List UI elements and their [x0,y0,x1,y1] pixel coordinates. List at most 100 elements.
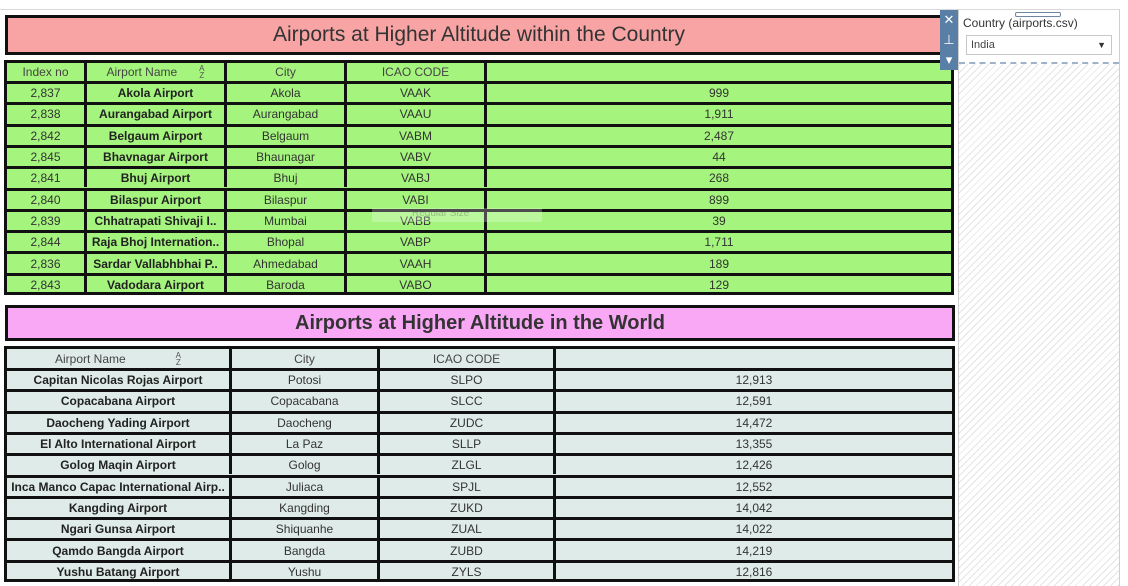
table-row[interactable]: Daocheng Yading Airport Daocheng ZUDC 14,47… [7,410,952,432]
table-cell: Daocheng Yading Airport [7,413,232,432]
table-row[interactable]: 2,842 Belgaum Airport Belgaum VABM 2,487 [7,123,951,145]
table-cell: 12,591 [735,394,773,409]
pin-icon[interactable]: ⊥ [943,32,955,47]
table-cell: Copacabana [232,392,380,411]
table-cell: SLCC [380,392,556,411]
table-cell: Yushu [232,562,380,581]
table-cell: Inca Manco Capac International Airp.. [7,477,232,496]
table-cell: 2,836 [7,254,87,273]
table-row[interactable]: Inca Manco Capac International Airp.. Jul… [7,474,952,496]
drag-handle[interactable] [1015,12,1061,17]
table-cell: Bangda [232,541,380,560]
col-city[interactable]: City [232,349,380,368]
close-icon[interactable]: ✕ [943,12,955,27]
col-icao-code[interactable]: ICAO CODE [380,349,556,368]
filter-panel: Country (airports.csv) India ▼ [958,10,1120,586]
chevron-down-icon[interactable]: ▼ [1097,40,1106,50]
table-row[interactable]: Kangding Airport Kangding ZUKD 14,042 [7,495,952,518]
table-row[interactable]: 2,839 Chhatrapati Shivaji I.. Mumbai VABB 39 [7,208,951,231]
table-cell: Bhopal [227,233,347,252]
table-row[interactable]: 2,837 Akola Airport Akola VAAK 999 [7,81,951,103]
table-row[interactable]: Golog Maqin Airport Golog ZLGL 12,426 [7,453,952,475]
chevron-down-icon[interactable]: ▾ [945,52,953,67]
table-row[interactable]: 2,836 Sardar Vallabhbhai P.. Ahmedabad VAAH… [7,251,951,273]
table-cell: 14,022 [735,522,773,537]
table-cell: 44 [712,150,726,165]
table-row[interactable]: 2,844 Raja Bhoj Internation.. Bhopal VABP 1,… [7,230,951,252]
table-row[interactable]: 2,841 Bhuj Airport Bhuj VABJ 268 [7,166,951,188]
table-cell: 189 [708,256,730,271]
table-row[interactable]: Copacabana Airport Copacabana SLCC 12,591 [7,389,952,411]
table-cell: ZUKD [380,498,556,518]
table-cell: 39 [712,213,726,228]
table-cell: Yushu Batang Airport [7,562,232,581]
table-cell: Sardar Vallabhbhai P.. [87,254,227,273]
table-row[interactable]: Qamdo Bangda Airport Bangda ZUBD 14,219 [7,538,952,560]
table-cell: Akola [227,84,347,103]
table-cell: Vadodara Airport [87,275,227,294]
table-cell: SLPO [380,371,556,390]
table-cell: 14,042 [735,500,773,515]
table-cell: VABI [347,190,487,209]
table-cell: 2,840 [7,190,87,209]
table-row[interactable]: 2,845 Bhavnagar Airport Bhaunagar VABV 44 [7,144,951,167]
table-cell: 2,838 [7,105,87,124]
table-cell: 2,843 [7,275,87,294]
col-index-no[interactable]: Index no [7,63,87,81]
table-row[interactable]: 2,840 Bilaspur Airport Bilaspur VABI 899 [7,187,951,209]
country-select-value: India [971,39,995,51]
col-city[interactable]: City [227,63,347,81]
table-cell: 2,841 [7,169,87,188]
table-cell: 12,816 [735,564,773,579]
table-cell: Kangding [232,498,380,518]
table-row[interactable]: Capitan Nicolas Rojas Airport Potosi SLPO 1… [7,368,952,390]
table-cell: Bilaspur [227,190,347,209]
table-cell: Bhaunagar [227,147,347,167]
table-cell: VAAK [347,84,487,103]
country-table-title: Airports at Higher Altitude within the C… [5,15,953,55]
table-cell: Shiquanhe [232,520,380,539]
table-row[interactable]: Yushu Batang Airport Yushu ZYLS 12,816 [7,559,952,581]
col-altitude[interactable] [487,63,951,81]
table-cell: SLLP [380,434,556,454]
table-cell: ZUBD [380,541,556,560]
table-cell: 2,844 [7,233,87,252]
table-cell: Aurangabad Airport [87,105,227,124]
table-cell: 13,355 [735,437,773,452]
table-cell: 129 [708,277,730,292]
table-cell: Ahmedabad [227,254,347,273]
table-row[interactable]: El Alto International Airport La Paz SLLP 1… [7,431,952,454]
table-cell: ZUDC [380,413,556,432]
table-cell: El Alto International Airport [7,434,232,454]
col-icao-code[interactable]: ICAO CODE [347,63,487,81]
table-cell: Capitan Nicolas Rojas Airport [7,371,232,390]
table-cell: 1,911 [704,107,734,122]
country-select[interactable]: India ▼ [966,35,1112,55]
table-cell: VABM [347,126,487,145]
table-cell: Bhuj [227,169,347,188]
table-cell: 14,472 [735,415,773,430]
table-cell: Belgaum Airport [87,126,227,145]
table-cell: La Paz [232,434,380,454]
table-cell: 268 [708,171,730,186]
col-altitude[interactable] [556,349,952,368]
table-row[interactable]: 2,843 Vadodara Airport Baroda VABO 129 [7,272,951,294]
table-row[interactable]: 2,838 Aurangabad Airport Aurangabad VAAU 1,9… [7,102,951,124]
table-cell: Golog [232,456,380,475]
table-cell: Golog Maqin Airport [7,456,232,475]
table-cell: Copacabana Airport [7,392,232,411]
table-cell: 899 [708,192,730,207]
table-cell: Bhavnagar Airport [87,147,227,167]
table-row[interactable]: Ngari Gunsa Airport Shiquanhe ZUAL 14,022 [7,517,952,539]
filter-card: Country (airports.csv) India ▼ [959,10,1119,64]
top-divider [0,9,1120,10]
table-cell: SPJL [380,477,556,496]
table-cell: Mumbai [227,211,347,231]
